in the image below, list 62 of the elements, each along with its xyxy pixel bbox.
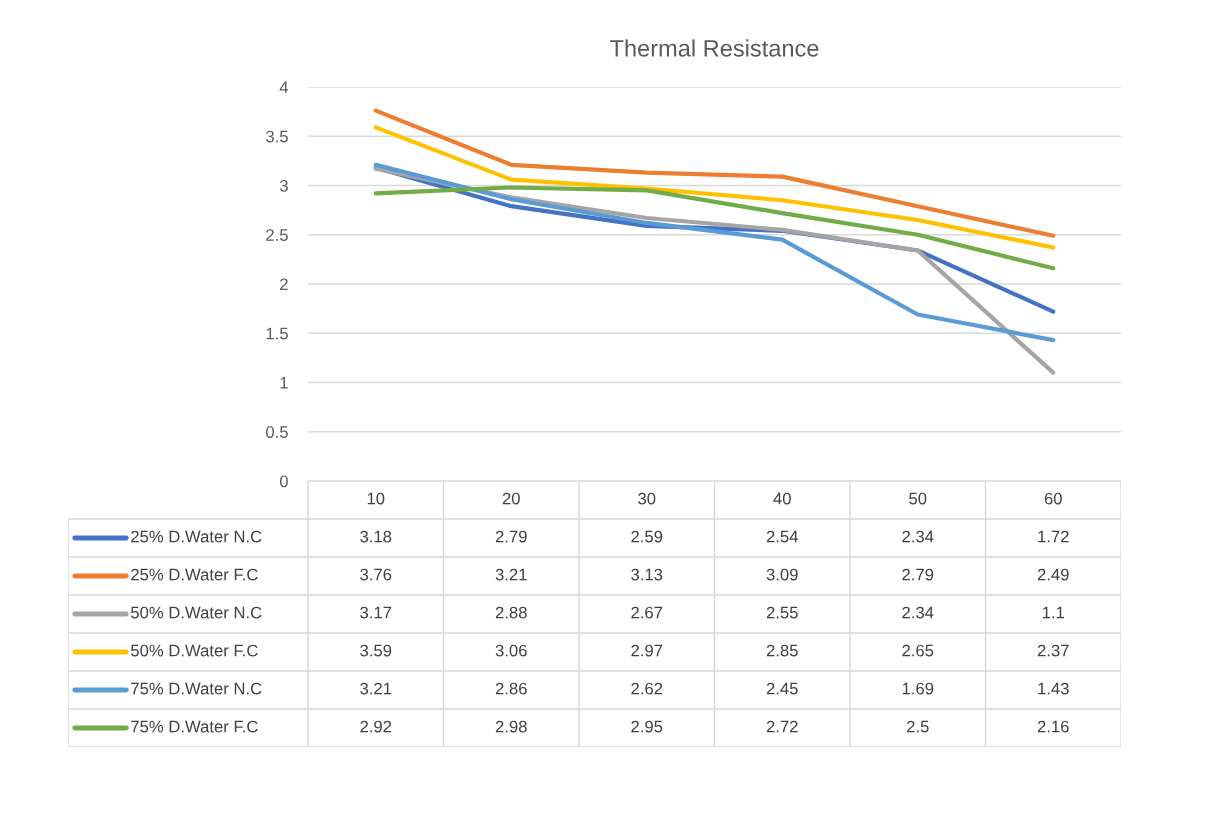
line-series <box>373 108 1056 238</box>
legend-label: 75% D.Water F.C <box>131 720 258 733</box>
data-label: 2.37 <box>1037 644 1069 657</box>
data-label: 2.55 <box>766 606 798 619</box>
y-tick-label: 0 <box>279 475 288 488</box>
data-label: 2.45 <box>766 682 798 695</box>
data-label: 2.86 <box>495 682 527 695</box>
y-tick-label: 3.5 <box>266 130 288 143</box>
x-tick-label: 50 <box>909 492 927 505</box>
y-tick-label: 2 <box>280 278 288 291</box>
data-label: 2.34 <box>902 530 934 543</box>
data-label: 3.21 <box>495 568 527 581</box>
line-series <box>373 185 1056 271</box>
data-label: 2.72 <box>766 720 798 733</box>
data-label: 2.65 <box>902 644 934 657</box>
data-label: 2.92 <box>360 720 392 733</box>
data-label: 1.43 <box>1038 682 1069 695</box>
data-label: 3.76 <box>360 568 392 581</box>
data-label: 1.69 <box>902 682 934 695</box>
data-label: 1.72 <box>1038 530 1069 543</box>
data-label: 3.18 <box>360 530 392 543</box>
data-label: 2.85 <box>766 644 798 657</box>
data-label: 3.06 <box>495 644 527 657</box>
legend-label: 50% D.Water F.C <box>131 644 258 657</box>
legend-label: 75% D.Water N.C <box>131 682 262 695</box>
y-tick-label: 2.5 <box>266 229 288 241</box>
data-label: 3.09 <box>766 568 798 581</box>
data-label: 2.59 <box>631 530 663 543</box>
data-label: 3.21 <box>360 682 392 695</box>
data-label: 3.59 <box>360 644 392 657</box>
y-tick-label: 1 <box>280 377 288 389</box>
data-label: 1.1 <box>1042 606 1065 619</box>
data-label: 2.5 <box>907 720 929 733</box>
y-tick-label: 1.5 <box>266 327 288 340</box>
data-label: 2.97 <box>631 644 663 657</box>
chart-title: Thermal Resistance <box>610 39 819 57</box>
x-tick-label: 40 <box>773 492 791 505</box>
data-label: 2.54 <box>766 530 798 543</box>
line-series <box>373 125 1056 250</box>
data-label: 3.13 <box>631 568 663 581</box>
x-tick-label: 10 <box>367 492 385 505</box>
x-tick-label: 20 <box>502 492 520 505</box>
data-label: 2.79 <box>902 568 934 581</box>
y-tick-label: 0.5 <box>266 426 288 438</box>
data-label: 2.67 <box>631 606 663 619</box>
data-label: 2.49 <box>1037 568 1069 581</box>
data-label: 2.62 <box>631 682 663 695</box>
x-tick-label: 60 <box>1044 492 1062 505</box>
x-tick-label: 30 <box>638 492 656 505</box>
data-label: 2.16 <box>1037 720 1069 733</box>
line-series <box>373 162 1056 343</box>
data-label: 2.95 <box>631 720 663 733</box>
data-label: 3.17 <box>360 606 392 619</box>
y-tick-label: 3 <box>279 179 288 192</box>
data-label: 2.88 <box>495 606 527 619</box>
data-label: 2.34 <box>902 606 934 619</box>
data-label: 2.98 <box>495 720 527 733</box>
y-tick-label: 4 <box>279 81 289 94</box>
legend-label: 25% D.Water N.C <box>131 530 262 543</box>
legend-label: 50% D.Water N.C <box>131 606 262 619</box>
legend-label: 25% D.Water F.C <box>131 568 258 581</box>
data-label: 2.79 <box>495 530 527 543</box>
